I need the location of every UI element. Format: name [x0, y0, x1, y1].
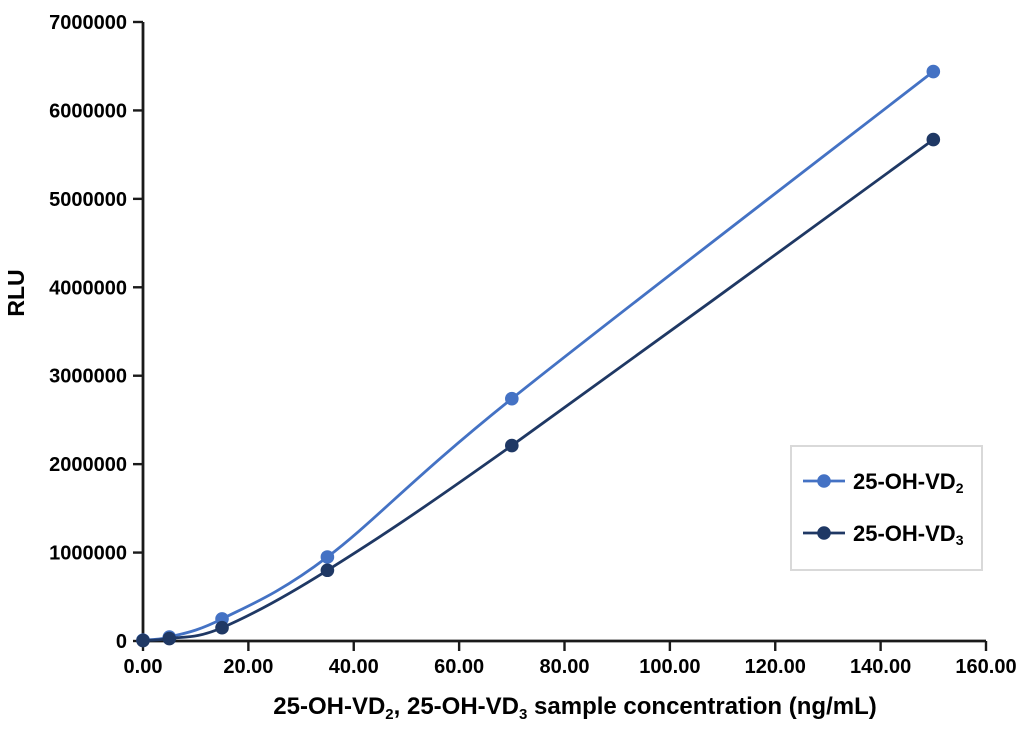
legend-box [790, 445, 983, 571]
legend-item-25-oh-vd2: 25-OH-VD2 [803, 469, 964, 496]
y-tick-label: 3000000 [49, 366, 127, 388]
data-point-marker-25-oh-vd3 [320, 563, 335, 578]
data-point-marker-25-oh-vd3 [926, 132, 941, 147]
data-point-marker-25-oh-vd2 [926, 64, 941, 79]
data-point-marker-25-oh-vd3 [505, 438, 519, 453]
data-point-marker-25-oh-vd2 [505, 391, 519, 406]
y-axis-title: RLU [3, 269, 29, 316]
x-tick-label: 140.00 [850, 656, 911, 678]
legend-marker-25-oh-vd2 [817, 474, 831, 488]
x-tick-label: 160.00 [955, 656, 1016, 678]
x-tick-label: 0.00 [124, 656, 163, 678]
x-tick-label: 20.00 [223, 656, 273, 678]
y-tick-label: 7000000 [49, 12, 127, 34]
data-point-marker-25-oh-vd3 [136, 633, 150, 648]
x-tick-label: 100.00 [639, 656, 700, 678]
y-tick-label: 1000000 [49, 543, 127, 565]
series-line-25-oh-vd2 [141, 70, 935, 642]
x-tick-label: 80.00 [539, 656, 589, 678]
y-tick-label: 0 [116, 631, 127, 653]
legend-label-25-oh-vd2: 25-OH-VD2 [853, 469, 964, 496]
data-point-marker-25-oh-vd3 [162, 631, 177, 646]
x-tick-label: 40.00 [329, 656, 379, 678]
series-line-25-oh-vd3 [141, 138, 935, 642]
data-point-marker-25-oh-vd2 [320, 550, 335, 564]
data-point-marker-25-oh-vd3 [215, 620, 229, 635]
x-tick-label: 60.00 [434, 656, 484, 678]
legend: 25-OH-VD2 25-OH-VD3 [790, 445, 983, 571]
x-tick-label: 120.00 [745, 656, 806, 678]
x-axis-title: 25-OH-VD2, 25-OH-VD3 sample concentratio… [273, 693, 876, 723]
series-25-oh-vd3 [136, 132, 941, 648]
legend-label-25-oh-vd3: 25-OH-VD3 [853, 521, 964, 548]
y-tick-label: 5000000 [49, 189, 127, 211]
legend-marker-25-oh-vd3 [817, 526, 831, 540]
axes-ticks: 0 1000000 2000000 3000000 4000000 5000000 6000… [49, 12, 1016, 678]
legend-item-25-oh-vd3: 25-OH-VD3 [803, 521, 964, 548]
y-tick-label: 2000000 [49, 454, 127, 476]
y-tick-label: 4000000 [49, 277, 127, 299]
y-tick-label: 6000000 [49, 100, 127, 122]
